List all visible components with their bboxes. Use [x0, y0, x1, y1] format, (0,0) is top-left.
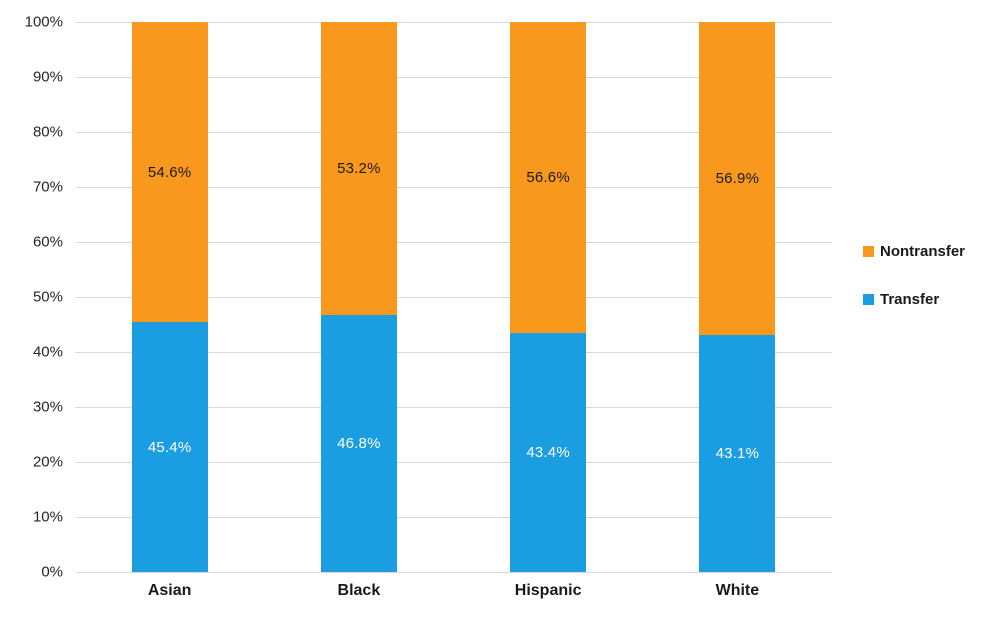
- y-axis-tick-label: 90%: [32, 68, 63, 86]
- bar-hispanic: 43.4% 56.6%: [510, 22, 587, 572]
- legend-label-nontransfer: Nontransfer: [880, 243, 966, 260]
- segment-transfer-hispanic: 43.4%: [510, 333, 587, 572]
- gridline: [75, 462, 832, 463]
- data-label: 46.8%: [337, 434, 381, 452]
- x-axis-label-hispanic: Hispanic: [514, 582, 582, 599]
- gridline: [75, 297, 832, 298]
- data-label: 53.2%: [337, 159, 381, 177]
- segment-nontransfer-asian: 54.6%: [131, 22, 208, 323]
- bar-white: 43.1% 56.9%: [699, 22, 776, 572]
- segment-transfer-white: 43.1%: [699, 334, 776, 572]
- data-label: 54.6%: [147, 163, 192, 181]
- gridline: [75, 242, 832, 243]
- legend-item-transfer: Transfer: [863, 291, 965, 308]
- legend: Nontransfer Transfer: [863, 243, 965, 308]
- y-axis-tick-label: 60%: [32, 233, 63, 251]
- segment-nontransfer-black: 53.2%: [320, 22, 397, 315]
- bar-asian: 45.4% 54.6%: [131, 22, 208, 572]
- y-axis-tick-label: 100%: [24, 13, 63, 31]
- y-axis-tick-label: 0%: [41, 563, 63, 581]
- x-axis-label-black: Black: [337, 582, 381, 599]
- data-label: 56.6%: [526, 169, 570, 187]
- y-axis-tick-label: 40%: [32, 343, 63, 361]
- gridline: [75, 132, 832, 133]
- data-label: 45.4%: [147, 438, 192, 456]
- segment-nontransfer-white: 56.9%: [699, 22, 776, 335]
- x-axis-label-white: White: [715, 582, 760, 599]
- y-axis-tick-label: 20%: [32, 453, 63, 471]
- segment-nontransfer-hispanic: 56.6%: [510, 22, 587, 334]
- y-axis-tick-label: 50%: [32, 288, 63, 306]
- y-axis-tick-label: 30%: [32, 398, 63, 416]
- gridline: [75, 77, 832, 78]
- legend-item-nontransfer: Nontransfer: [863, 243, 965, 260]
- y-axis-tick-label: 70%: [32, 178, 63, 196]
- nontransfer-swatch-icon: [863, 246, 874, 257]
- segment-transfer-asian: 45.4%: [131, 322, 208, 572]
- segment-transfer-black: 46.8%: [320, 314, 397, 572]
- gridline: [75, 22, 832, 23]
- gridline: [75, 407, 832, 408]
- gridline: [75, 572, 832, 573]
- legend-label-transfer: Transfer: [880, 291, 940, 308]
- data-label: 43.1%: [715, 444, 760, 462]
- transfer-swatch-icon: [863, 294, 874, 305]
- plot-area: 0% 10% 20% 30% 40% 50% 60% 70% 80% 90% 100% 45.4% 54…: [25, 14, 832, 581]
- x-axis-label-asian: Asian: [147, 582, 192, 599]
- data-label: 56.9%: [715, 169, 760, 187]
- bar-black: 46.8% 53.2%: [320, 22, 397, 572]
- y-axis-tick-label: 10%: [32, 508, 63, 526]
- gridline: [75, 517, 832, 518]
- gridline: [75, 352, 832, 353]
- x-axis: Asian Black Hispanic White: [75, 582, 832, 600]
- y-axis-tick-label: 80%: [32, 123, 63, 141]
- gridline: [75, 187, 832, 188]
- data-label: 43.4%: [526, 444, 570, 462]
